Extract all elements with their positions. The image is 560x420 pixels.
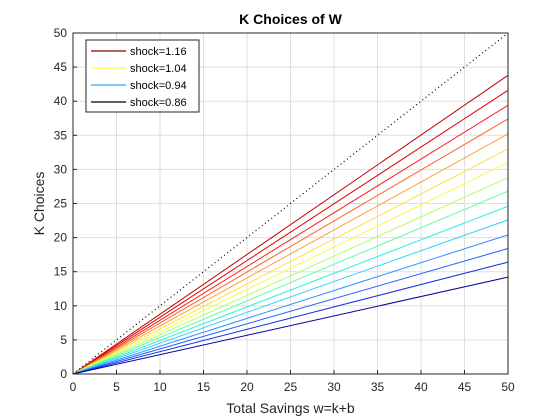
legend-entry-label: shock=0.86 [130, 97, 187, 109]
y-tick-label: 0 [60, 367, 67, 381]
chart-title: K Choices of W [239, 11, 342, 27]
x-tick-label: 25 [284, 380, 298, 394]
y-tick-label: 10 [54, 299, 68, 313]
series-line-12 [72, 234, 509, 375]
series-line-5 [72, 133, 509, 375]
y-tick-label: 50 [54, 26, 68, 40]
series-line-1 [72, 74, 509, 375]
y-tick-label: 15 [54, 265, 68, 279]
legend-box [85, 39, 200, 113]
x-tick-label: 20 [240, 380, 254, 394]
series-line-8 [72, 177, 509, 375]
x-tick-label: 0 [70, 380, 77, 394]
series-line-3 [72, 104, 509, 375]
series-line-11 [72, 219, 509, 375]
series-line-7 [72, 162, 509, 375]
y-tick-label: 5 [60, 333, 67, 347]
series-line-6 [72, 148, 509, 375]
y-tick-label: 25 [54, 197, 68, 211]
x-tick-label: 40 [414, 380, 428, 394]
axis-ticks: 0 5 10 15 20 25 30 35 40 45 50 0 5 10 15 20 25 30 35 40 45 50 [54, 26, 515, 394]
y-axis-label: K Choices [31, 172, 47, 236]
x-tick-label: 45 [458, 380, 472, 394]
reference-line-45deg [72, 32, 509, 375]
y-tick-label: 45 [54, 60, 68, 74]
legend-entry-label: shock=1.16 [130, 46, 187, 58]
y-tick-label: 40 [54, 94, 68, 108]
legend: shock=1.16 shock=1.04 shock=0.94 shock=0.86 [85, 39, 200, 113]
series-line-4 [72, 118, 509, 375]
series-line-2 [72, 89, 509, 375]
x-tick-label: 15 [197, 380, 211, 394]
series-line-13 [72, 248, 509, 375]
x-tick-label: 35 [371, 380, 385, 394]
y-tick-label: 35 [54, 128, 68, 142]
series-line-9 [72, 190, 509, 375]
series-lines [72, 32, 509, 375]
legend-entry-label: shock=1.04 [130, 63, 187, 75]
x-tick-label: 50 [501, 380, 515, 394]
series-line-14 [72, 261, 509, 375]
y-tick-label: 20 [54, 231, 68, 245]
y-tick-label: 30 [54, 162, 68, 176]
x-tick-label: 5 [113, 380, 120, 394]
x-tick-label: 30 [327, 380, 341, 394]
x-tick-label: 10 [153, 380, 167, 394]
series-line-15 [72, 276, 509, 375]
legend-entry-label: shock=0.94 [130, 80, 187, 92]
series-line-10 [72, 205, 509, 375]
x-axis-label: Total Savings w=k+b [226, 400, 355, 416]
